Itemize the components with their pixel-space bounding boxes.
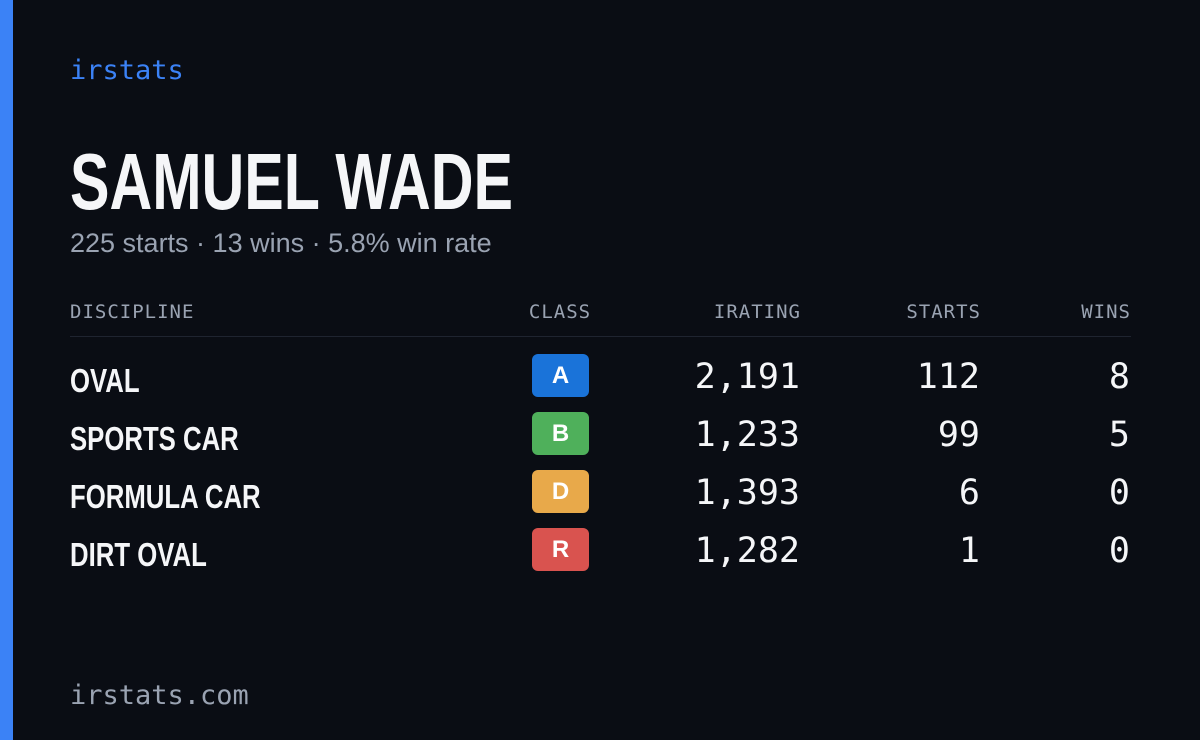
table-row: FORMULA CAR D 1,393 6 0 <box>70 470 1131 528</box>
stats-table: DISCIPLINE CLASS IRATING STARTS WINS OVA… <box>70 296 1131 573</box>
table-row: DIRT OVAL R 1,282 1 0 <box>70 528 1131 586</box>
discipline-name: FORMULA CAR <box>70 478 261 515</box>
wins-value: 0 <box>1108 473 1130 513</box>
brand-logo: irstats <box>70 55 184 86</box>
irating-value: 1,393 <box>694 473 800 513</box>
header-wins: WINS <box>1081 301 1131 323</box>
header-irating: IRATING <box>713 301 801 323</box>
irating-value: 2,191 <box>694 357 800 397</box>
header-discipline: DISCIPLINE <box>70 301 195 323</box>
irating-value: 1,233 <box>694 415 800 455</box>
wins-value: 8 <box>1108 357 1130 397</box>
starts-value: 112 <box>916 357 980 397</box>
starts-value: 1 <box>958 531 980 571</box>
license-class-badge: A <box>532 354 589 397</box>
discipline-name: OVAL <box>70 362 140 399</box>
starts-value: 6 <box>958 473 980 513</box>
wins-value: 0 <box>1108 531 1130 571</box>
header-starts: STARTS <box>906 301 981 323</box>
license-class-badge: D <box>532 470 589 513</box>
table-row: SPORTS CAR B 1,233 99 5 <box>70 412 1131 470</box>
starts-value: 99 <box>937 415 980 455</box>
discipline-name: SPORTS CAR <box>70 420 239 457</box>
table-header: DISCIPLINE CLASS IRATING STARTS WINS <box>70 296 1131 337</box>
header-class: CLASS <box>528 301 592 323</box>
license-class-badge: R <box>532 528 589 571</box>
irating-value: 1,282 <box>694 531 800 571</box>
license-class-badge: B <box>532 412 589 455</box>
table-row: OVAL A 2,191 112 8 <box>70 354 1131 412</box>
accent-bar <box>0 0 13 740</box>
driver-name: SAMUEL WADE <box>70 137 513 226</box>
wins-value: 5 <box>1108 415 1130 455</box>
driver-summary: 225 starts · 13 wins · 5.8% win rate <box>70 228 492 258</box>
footer-url: irstats.com <box>70 680 249 711</box>
discipline-name: DIRT OVAL <box>70 536 207 573</box>
